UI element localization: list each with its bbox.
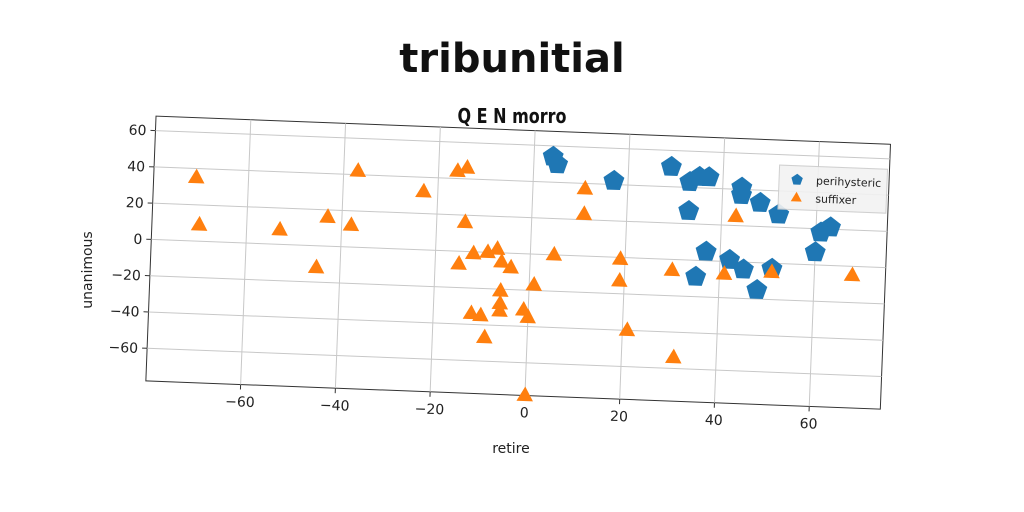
legend-label-suffixer: suffixer <box>815 192 857 207</box>
suffixer-point <box>349 162 367 178</box>
suffixer-point <box>491 281 509 297</box>
perihysteric-point <box>547 153 569 174</box>
y-grid-line <box>152 202 888 232</box>
y-grid-line <box>147 347 882 377</box>
x-grid-line <box>429 127 441 392</box>
perihysteric-point <box>660 155 682 176</box>
suffixer-point <box>462 304 480 320</box>
legend-marker-suffixer <box>790 191 802 202</box>
suffixer-point <box>763 263 780 279</box>
axis-ticks: −60 −40 −20 0 20 40 60 −60 −40 −20 0 20 40 60 <box>108 123 818 433</box>
suffixer-point <box>319 208 336 224</box>
suffixer-point <box>663 261 681 277</box>
chart-subtitle: Q E N morro <box>457 104 567 128</box>
suffixer-point <box>450 254 467 270</box>
x-grid-line <box>713 137 726 403</box>
legend-box <box>777 164 889 214</box>
y-grid-line <box>154 166 889 196</box>
x-tick-label: 40 <box>705 412 723 429</box>
plot-area <box>145 115 892 410</box>
perihysteric-point <box>603 169 625 191</box>
x-grid-line <box>240 119 252 385</box>
y-tick-label: −20 <box>111 267 141 284</box>
y-tick-label: 40 <box>127 159 145 176</box>
suffixer-point <box>415 182 432 198</box>
suffixer-point <box>519 308 536 324</box>
y-grid-line <box>155 130 890 160</box>
suffixer-point <box>491 301 508 317</box>
suffixer-point <box>611 250 629 266</box>
perihysteric-point <box>810 221 832 242</box>
suffixer-point <box>843 266 861 282</box>
suffixer-point <box>611 272 628 287</box>
suffixer-point <box>618 321 636 337</box>
y-tick-label: −60 <box>108 340 138 357</box>
legend: perihysteric suffixer <box>777 164 889 214</box>
legend-marker-perihysteric <box>791 173 803 185</box>
suffixer-point <box>715 265 733 281</box>
suffixer-point <box>727 207 744 223</box>
perihysteric-point <box>695 240 717 261</box>
suffixer-point <box>493 252 510 268</box>
x-grid-line <box>619 134 631 400</box>
suffixer-point <box>472 306 489 322</box>
x-tick-label: 20 <box>610 409 628 426</box>
perihysteric-point <box>749 191 771 212</box>
x-tick-label: −20 <box>414 401 444 418</box>
suffixer-point <box>464 244 482 260</box>
x-grid-line <box>524 130 536 396</box>
chart-title: tribunitial <box>399 36 625 82</box>
perihysteric-point <box>698 166 720 187</box>
suffixer-point <box>545 245 563 261</box>
y-tick-label: −40 <box>110 304 140 321</box>
suffixer-point <box>665 348 682 364</box>
x-axis-label: retire <box>492 441 530 457</box>
x-tick-label: 60 <box>799 416 817 433</box>
grid-lines <box>147 119 890 407</box>
suffixer-point <box>456 213 474 229</box>
y-grid-line <box>148 311 883 341</box>
y-axis-label: unanimous <box>80 231 96 308</box>
suffixer-point <box>449 162 466 178</box>
perihysteric-point <box>719 248 741 269</box>
perihysteric-point <box>731 183 753 205</box>
suffixer-point <box>516 386 533 402</box>
perihysteric-point <box>746 278 768 300</box>
perihysteric-point <box>733 258 754 279</box>
suffixer-point <box>525 276 542 291</box>
x-tick-label: −60 <box>225 394 255 411</box>
suffixer-point <box>475 328 493 344</box>
suffixer-point <box>575 205 593 221</box>
suffixer-point <box>307 258 325 274</box>
suffixer-point <box>488 240 506 256</box>
y-tick-label: 60 <box>128 123 146 140</box>
y-grid-line <box>151 238 886 269</box>
perihysteric-point <box>804 241 826 262</box>
suffixer-point <box>502 258 519 274</box>
perihysteric-point <box>685 265 707 286</box>
suffixer-point <box>458 159 476 174</box>
suffixer-point <box>187 168 205 184</box>
suffixer-point <box>190 215 208 231</box>
y-tick-label: 0 <box>133 232 143 248</box>
suffixer-point <box>491 294 509 310</box>
x-tick-label: 0 <box>519 405 529 421</box>
suffixer-point <box>576 179 594 195</box>
data-marks <box>187 145 861 402</box>
y-tick-label: 20 <box>126 195 144 212</box>
x-tick-label: −40 <box>320 398 350 415</box>
perihysteric-point <box>678 200 700 221</box>
legend-label-perihysteric: perihysteric <box>816 174 882 189</box>
suffixer-point <box>271 220 288 236</box>
x-grid-line <box>334 123 347 389</box>
suffixer-point <box>479 243 496 259</box>
suffixer-point <box>342 216 360 232</box>
y-grid-line <box>149 275 885 305</box>
